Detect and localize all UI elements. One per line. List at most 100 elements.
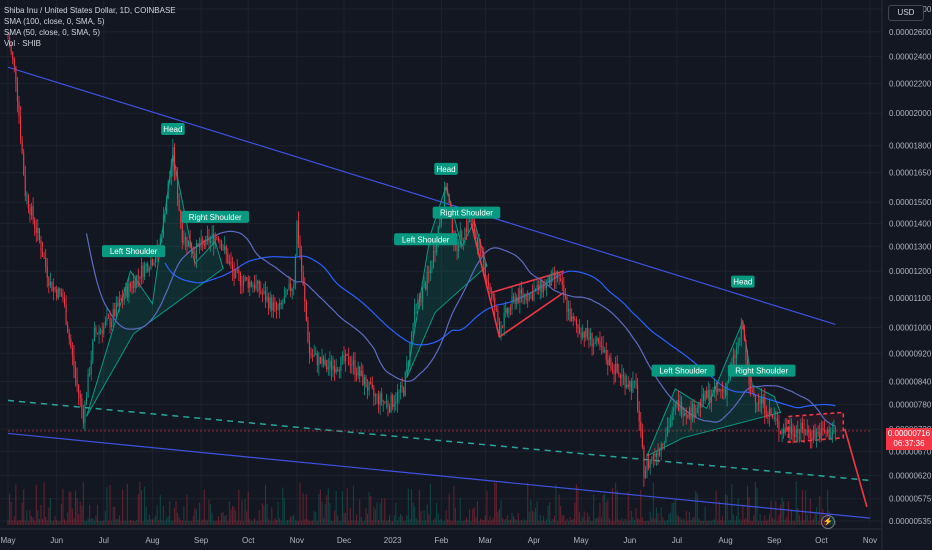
volume-bar bbox=[27, 520, 29, 525]
volume-bar bbox=[583, 511, 585, 525]
candle-body bbox=[137, 275, 139, 277]
volume-bar bbox=[729, 519, 731, 525]
candle-body bbox=[770, 408, 772, 415]
volume-bar bbox=[784, 519, 786, 525]
sma-100-legend[interactable]: SMA (100, close, 0, SMA, 5) bbox=[4, 17, 105, 26]
volume-bar bbox=[272, 520, 274, 525]
sma-50-legend[interactable]: SMA (50, close, 0, SMA, 5) bbox=[4, 28, 101, 37]
candle-body bbox=[51, 281, 53, 292]
volume-bar bbox=[277, 502, 279, 525]
candle-body bbox=[87, 374, 89, 398]
volume-bar bbox=[552, 519, 554, 525]
candle-body bbox=[345, 353, 347, 362]
candle-body bbox=[162, 214, 164, 236]
candle-body bbox=[393, 404, 395, 407]
candle-body bbox=[750, 384, 752, 391]
candle-body bbox=[418, 299, 420, 301]
volume-bar bbox=[71, 508, 73, 525]
volume-legend[interactable]: Vol · SHIB bbox=[4, 39, 41, 48]
candle-body bbox=[67, 324, 69, 333]
volume-bar bbox=[533, 511, 535, 525]
volume-bar bbox=[757, 520, 760, 525]
candle-body bbox=[373, 387, 375, 397]
volume-bar bbox=[561, 515, 563, 525]
volume-bar bbox=[409, 518, 411, 525]
candle-body bbox=[480, 242, 482, 247]
candle-body bbox=[830, 436, 832, 439]
candle-body bbox=[153, 262, 155, 265]
candle-body bbox=[395, 402, 397, 405]
volume-bar bbox=[655, 507, 658, 525]
candle-body bbox=[297, 221, 300, 244]
candle-body bbox=[70, 338, 72, 348]
volume-bar bbox=[145, 506, 147, 525]
candle-body bbox=[487, 281, 490, 285]
lightning-icon[interactable]: ⚡ bbox=[821, 515, 835, 529]
candle-body bbox=[516, 297, 518, 305]
volume-bar bbox=[178, 517, 180, 525]
candle-body bbox=[530, 292, 532, 294]
volume-bar bbox=[834, 520, 837, 525]
candle-body bbox=[604, 350, 606, 353]
volume-bar bbox=[136, 519, 138, 525]
candle-body bbox=[283, 296, 285, 304]
candle-body bbox=[177, 175, 179, 200]
volume-bar bbox=[285, 520, 287, 525]
volume-bar bbox=[812, 518, 815, 525]
volume-bar bbox=[779, 504, 782, 525]
candle-body bbox=[831, 431, 833, 437]
volume-bar bbox=[622, 520, 625, 525]
lower-trendline bbox=[7, 432, 871, 519]
volume-bar bbox=[464, 520, 466, 525]
candle-body bbox=[458, 247, 460, 252]
candle-body bbox=[578, 327, 581, 333]
volume-bar bbox=[517, 513, 519, 525]
candle-body bbox=[538, 285, 540, 291]
volume-bar bbox=[476, 501, 479, 525]
volume-bar bbox=[685, 511, 687, 525]
candle-body bbox=[255, 283, 257, 289]
candle-body bbox=[191, 248, 193, 252]
pattern-label: Head bbox=[434, 162, 458, 175]
candle-body bbox=[260, 291, 262, 293]
volume-bar bbox=[349, 507, 351, 525]
candle-body bbox=[52, 287, 55, 292]
volume-bar bbox=[781, 497, 783, 525]
volume-bar bbox=[90, 518, 92, 525]
volume-bar bbox=[172, 520, 174, 525]
candle-body bbox=[690, 407, 692, 420]
volume-bar bbox=[393, 515, 395, 525]
candle-body bbox=[222, 249, 224, 251]
volume-bar bbox=[489, 516, 491, 525]
candle-body bbox=[343, 355, 345, 362]
candle-body bbox=[619, 374, 621, 379]
candle-body bbox=[425, 283, 427, 290]
volume-bar bbox=[241, 500, 243, 525]
candle-body bbox=[714, 385, 716, 390]
currency-button[interactable]: USD bbox=[888, 5, 924, 21]
volume-bar bbox=[654, 518, 656, 525]
volume-bar bbox=[481, 519, 483, 525]
y-tick-label: 0.00000780 bbox=[889, 400, 932, 409]
volume-bar bbox=[158, 520, 160, 525]
candle-body bbox=[111, 321, 113, 328]
candle-body bbox=[768, 408, 771, 417]
candle-body bbox=[765, 413, 767, 417]
candle-body bbox=[553, 272, 555, 279]
volume-bar bbox=[337, 515, 339, 525]
volume-bar bbox=[773, 519, 775, 525]
candle-body bbox=[401, 385, 403, 388]
candle-body bbox=[98, 330, 100, 334]
volume-bar bbox=[373, 506, 375, 525]
volume-bar bbox=[611, 488, 614, 525]
candle-body bbox=[717, 388, 719, 393]
pattern-label: Left Shoulder bbox=[651, 364, 715, 377]
volume-bar bbox=[180, 520, 182, 525]
volume-bar bbox=[690, 520, 692, 525]
volume-bar bbox=[316, 520, 318, 525]
candle-body bbox=[136, 275, 138, 288]
pattern-label: Head bbox=[161, 122, 185, 135]
volume-bar bbox=[418, 489, 420, 525]
